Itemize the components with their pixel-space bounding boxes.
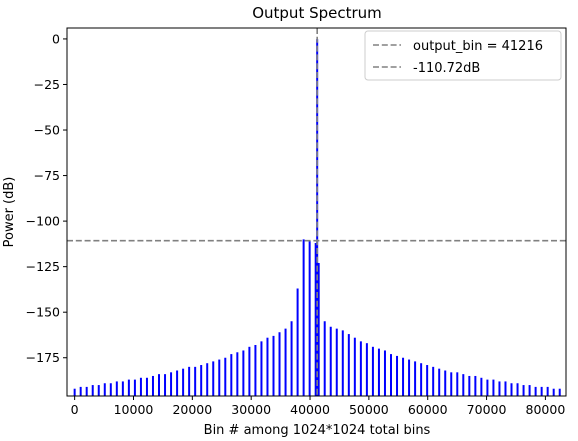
- y-tick-label: −125: [26, 259, 60, 274]
- x-tick-label: 30000: [231, 402, 271, 417]
- legend-label-output-bin: output_bin = 41216: [413, 39, 543, 54]
- legend: output_bin = 41216 -110.72dB: [364, 30, 562, 81]
- y-tick-label: −175: [26, 350, 60, 365]
- y-tick-label: −150: [26, 305, 60, 320]
- legend-box: [364, 30, 562, 81]
- x-tick-label: 0: [71, 402, 79, 417]
- x-tick-label: 80000: [526, 402, 566, 417]
- x-tick-label: 10000: [114, 402, 154, 417]
- y-axis-label: Power (dB): [2, 177, 17, 248]
- x-axis-ticks: 0 10000 20000 30000 40000 50000 60000 70000 8000…: [71, 396, 566, 417]
- y-tick-label: 0: [52, 31, 60, 46]
- x-tick-label: 20000: [172, 402, 212, 417]
- x-tick-label: 50000: [349, 402, 389, 417]
- y-tick-label: −50: [34, 123, 60, 138]
- y-tick-label: −75: [34, 168, 60, 183]
- reference-lines: [67, 28, 566, 396]
- y-tick-label: −25: [34, 77, 60, 92]
- chart-title: Output Spectrum: [252, 4, 382, 22]
- y-axis-ticks: 0 −25 −50 −75 −100 −125 −150 −175: [26, 31, 67, 365]
- legend-label-threshold: -110.72dB: [413, 61, 480, 76]
- x-axis-label: Bin # among 1024*1024 total bins: [204, 423, 431, 438]
- plot-frame: [66, 27, 567, 397]
- x-tick-label: 60000: [408, 402, 448, 417]
- x-tick-label: 40000: [290, 402, 330, 417]
- y-tick-label: −100: [26, 214, 60, 229]
- x-tick-label: 70000: [467, 402, 507, 417]
